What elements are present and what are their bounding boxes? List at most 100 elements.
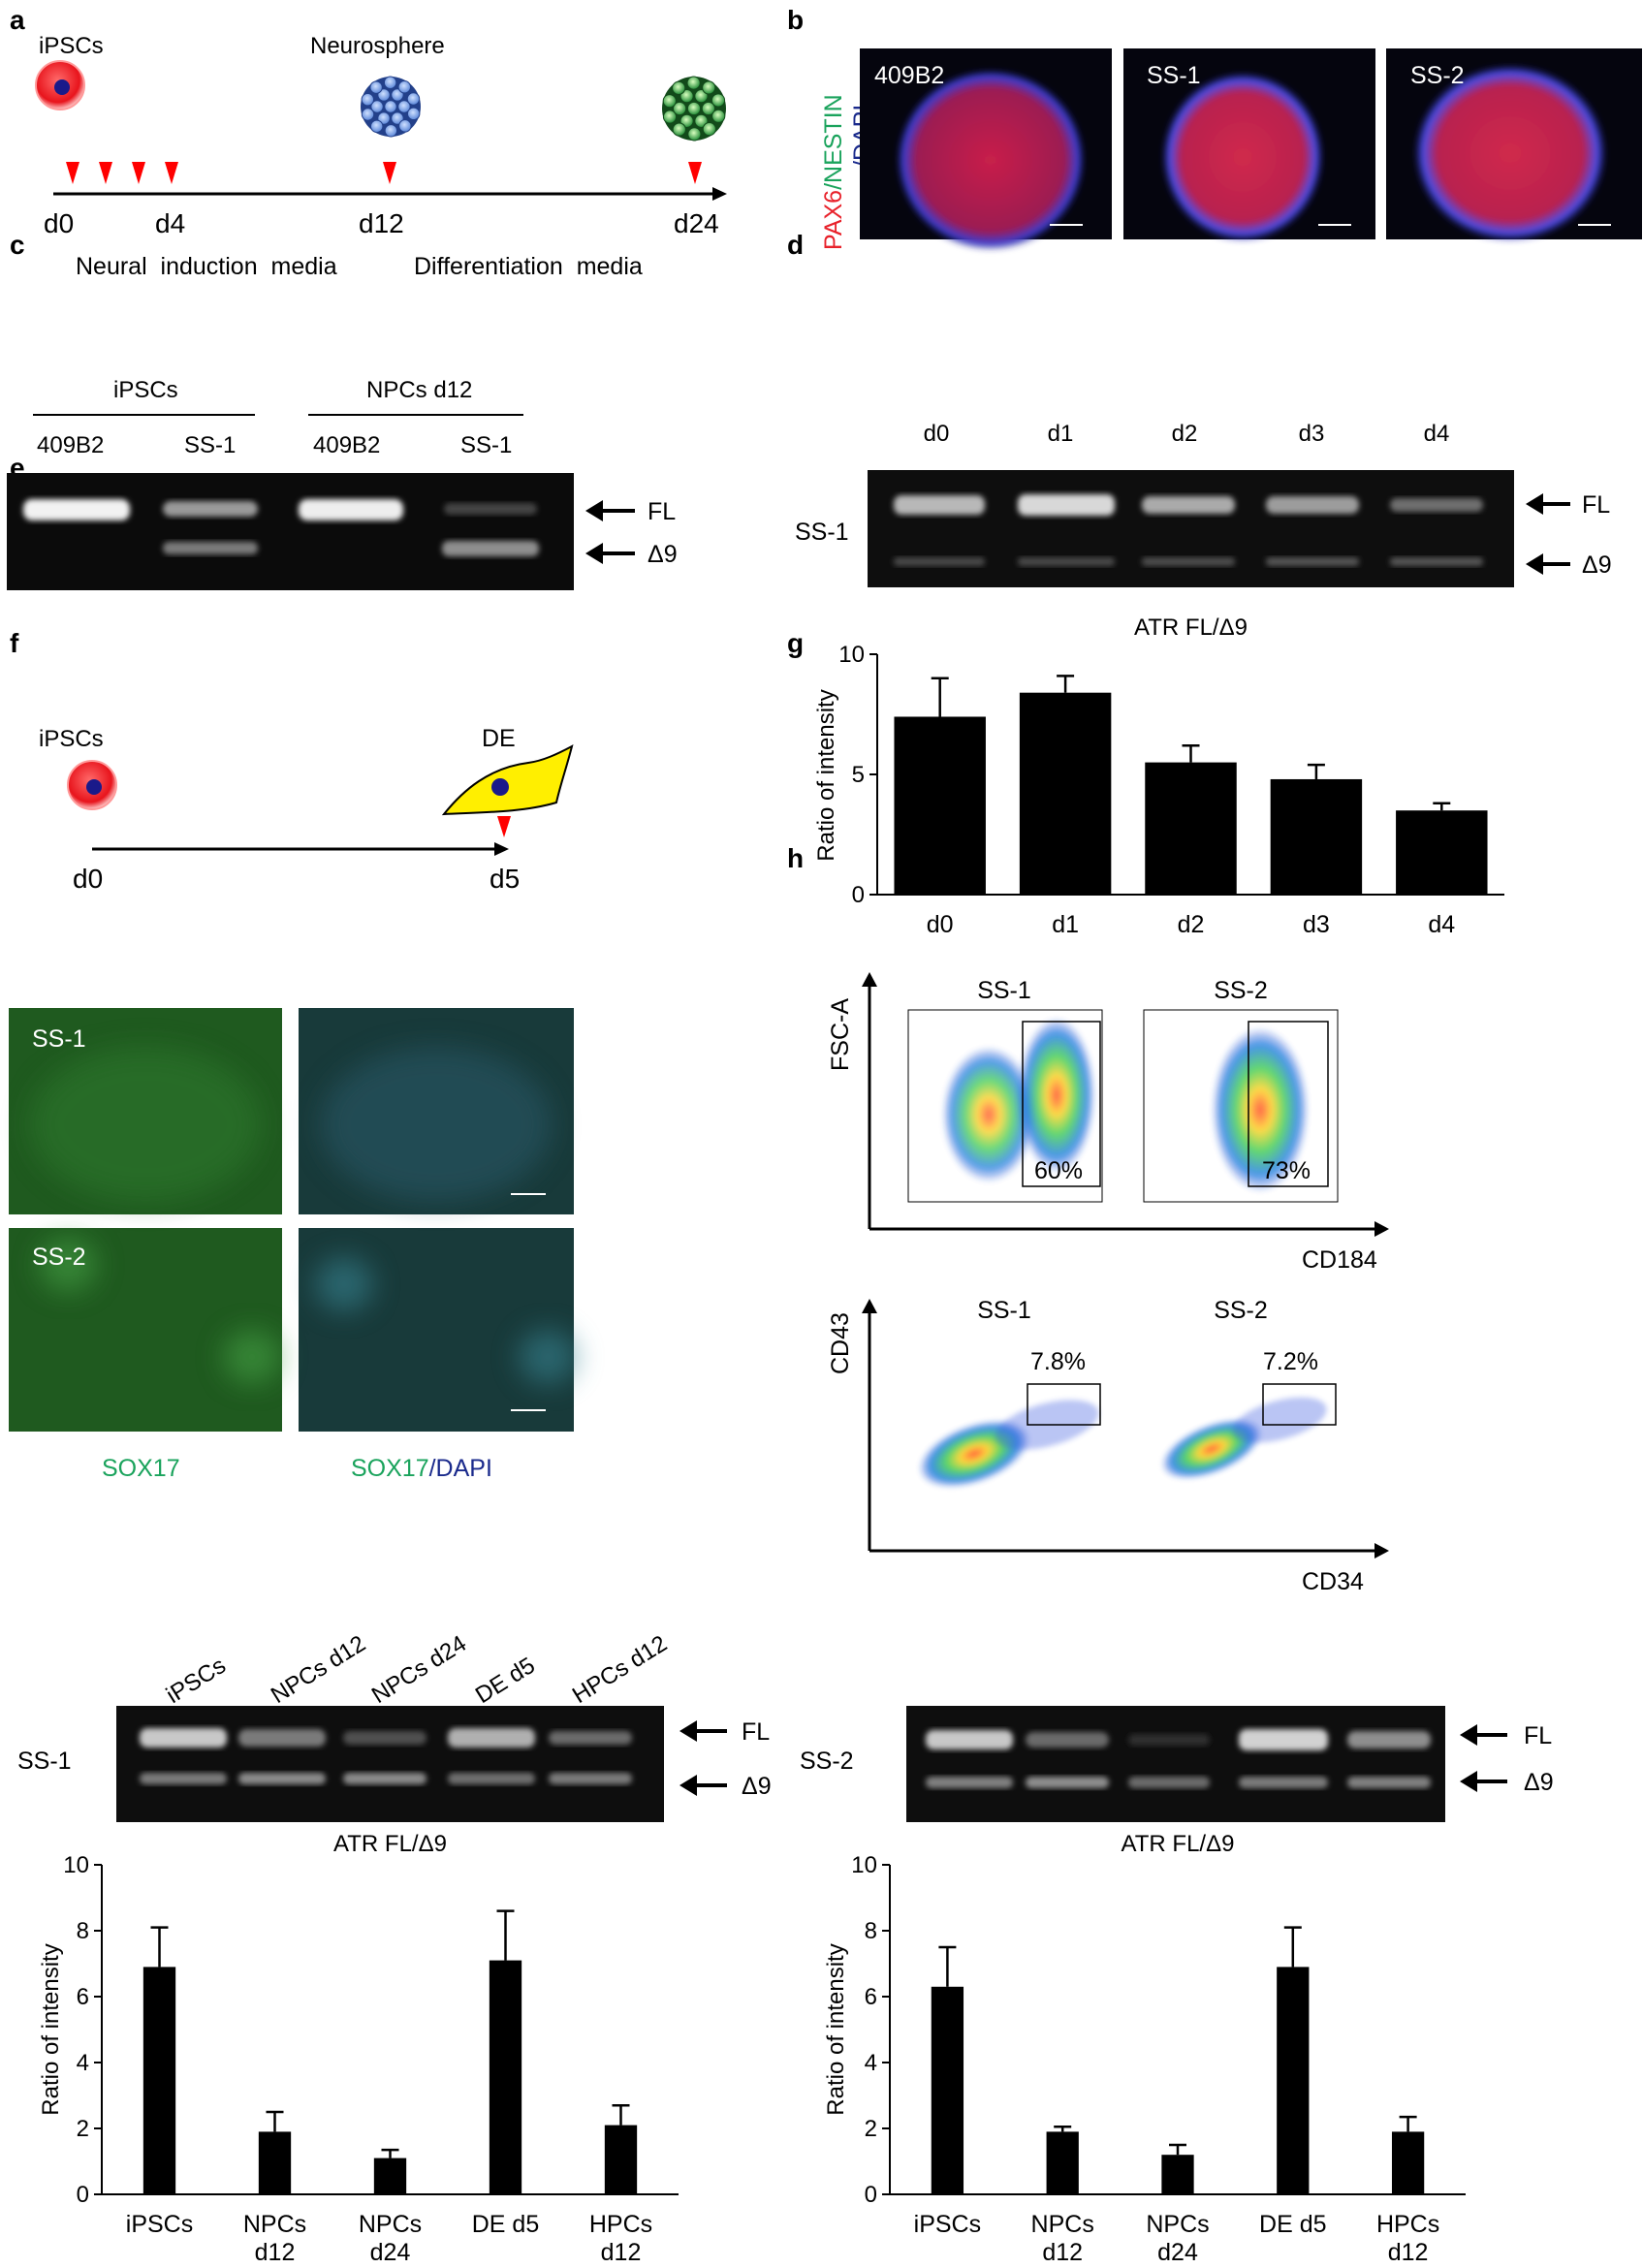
chart-d-atr-ratio: ATR FL/Δ9 Ratio of intensity 0 5 10 d0 d1 d2 d3 d… [813,614,1504,938]
chart-bar [1046,2131,1079,2194]
panel-d-gel: d0 d1 d2 d3 d4 SS-1 FL Δ9 [795,421,1612,587]
f-texture [315,1257,373,1311]
sphere-cell [687,127,702,142]
ipsc-nucleus-icon [86,779,102,795]
g-plot-title: SS-1 [977,977,1031,1004]
chart-x-tick-line: d2 [1178,911,1205,938]
a-d4: d4 [155,208,185,238]
gel-band [1239,1729,1328,1750]
e-de-label: DE [482,725,516,752]
panel-label-d: d [787,230,804,260]
marker-d24 [688,162,702,184]
chart-x-tick-line: DE d5 [472,2211,539,2238]
chart-x-tick-line: d0 [927,911,954,938]
chart-bar [373,2158,407,2194]
gel-band [163,501,258,517]
marker-d0 [66,162,79,184]
d-d9-label: Δ9 [1582,551,1612,579]
h-x-arrowhead [1374,1543,1389,1559]
chart-bar [1391,2131,1425,2194]
gel-band [1018,557,1115,566]
i-gel-image-ss1 [116,1706,664,1822]
e-marker-d5 [497,816,511,837]
sphere-cell [370,100,384,113]
chart-x-tick-line: NPCs [243,2211,306,2238]
sphere-cell [406,107,421,121]
gel-band [163,542,258,554]
chart-x-tick-line: iPSCs [126,2211,193,2238]
b-neurosphere-blob [1161,72,1324,242]
sphere-cell [369,80,383,94]
f-texture [519,1330,577,1384]
chart-i-ss1-atr-ratio: ATR FL/Δ9 Ratio of intensity 0 2 4 6 8 10 iPSCs N… [38,1831,679,2266]
a-neurosphere-label: Neurosphere [310,33,445,59]
panel-label-g: g [787,628,804,658]
b-nestin-text: NESTIN [820,94,847,183]
b-image-ss2: SS-2 [1386,48,1642,242]
chart-bar [142,1967,176,2194]
chart-bar [1161,2155,1194,2194]
gel-band [299,499,403,520]
arrow-left-icon [585,543,603,564]
sphere-cell [694,113,709,128]
chart-y-tick-label: 0 [852,882,865,908]
chart-x-tick-line: HPCs [1376,2211,1439,2238]
marker-d12 [383,162,396,184]
g-gate [1248,1021,1329,1187]
chart-x-tick-line: d4 [1428,911,1455,938]
b-pax6-text: PAX6 [820,190,847,250]
marker-d3 [165,162,178,184]
chart-x-tick-line: iPSCs [914,2211,981,2238]
chart-y-tick-label: 8 [865,1918,877,1944]
g-percentage: 73% [1262,1157,1311,1184]
panel-a-timeline: iPSCs Neurosphere d0 d4 d12 d24 Neural i… [35,33,727,280]
h-density-cloud [1232,1397,1327,1443]
d-fl-label: FL [1582,491,1610,519]
chart-x-tick-label: d1 [1052,911,1079,938]
gel-band [1128,1734,1210,1746]
c-band-markers: FL Δ9 [585,498,678,568]
sphere-cell [686,101,702,116]
chart-y-tick-label: 0 [77,2182,89,2208]
a-ipscs-label: iPSCs [39,33,104,59]
c-fl-label: FL [648,498,676,525]
b-image-label: SS-1 [1147,62,1201,89]
gel-band [894,495,985,515]
sphere-cell [702,80,716,95]
c-d9-label: Δ9 [648,541,678,568]
chart-x-tick-label: d2 [1178,911,1205,938]
i-fl-label: FL [742,1718,770,1746]
h-plot-title: SS-2 [1214,1297,1268,1324]
de-nucleus-icon [491,778,509,796]
b-neurosphere-blob [1413,64,1607,242]
chart-x-tick-label: NPCs d24 [1146,2211,1209,2266]
h-percentage: 7.2% [1263,1348,1318,1375]
marker-d1 [99,162,112,184]
arrow-left-icon [679,1775,697,1796]
i-lane-label: NPCs d12 [267,1630,370,1709]
chart-x-tick-label: iPSCs [126,2211,193,2238]
d-lane-label: d3 [1299,421,1325,447]
chart-x-tick-line: d12 [601,2239,642,2266]
chart-x-tick-line: NPCs [359,2211,422,2238]
chart-x-tick-label: HPCs d12 [589,2211,652,2266]
chart-x-tick-line: d24 [370,2239,411,2266]
g-density-cloud [1018,1018,1095,1173]
d-band-markers: FL Δ9 [1526,491,1612,579]
chart-bar [1145,762,1237,895]
gel-band [1266,496,1359,514]
f-texture [320,1047,553,1202]
gel-band [1390,498,1483,512]
gel-band [926,1777,1013,1788]
h-y-label: CD43 [827,1312,854,1374]
chart-x-tick-line: d1 [1052,911,1079,938]
chart-x-tick-line: d12 [1388,2239,1429,2266]
b-stain-legend: PAX6/NESTIN [820,94,847,250]
chart-x-tick-label: iPSCs [914,2211,981,2238]
gel-band [1018,494,1115,516]
chart-y-tick-label: 6 [77,1984,89,2010]
f-caption-sox17: SOX17 [102,1455,180,1482]
f-texture [39,1238,97,1292]
chart-x-tick-line: d24 [1157,2239,1198,2266]
arrow-left-icon [1526,553,1543,575]
